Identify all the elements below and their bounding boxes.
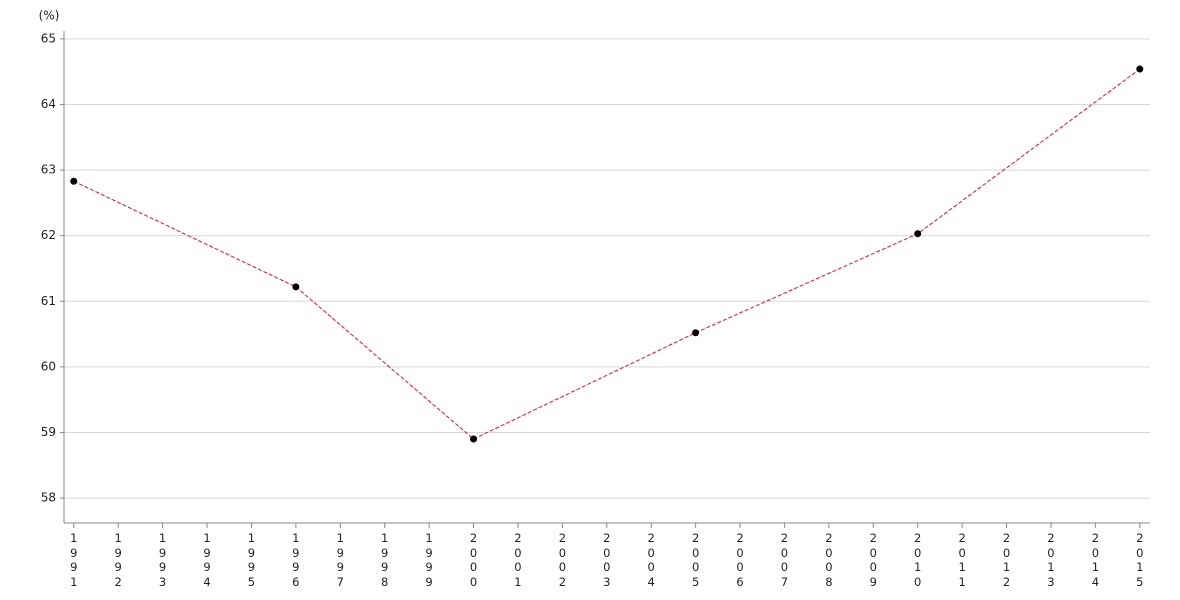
x-tick-label: 1992 — [114, 531, 122, 589]
x-tick-label: 2001 — [514, 531, 522, 589]
x-tick-label: 2006 — [736, 531, 744, 589]
x-tick-label: 1991 — [70, 531, 78, 589]
y-tick-label: 58 — [41, 491, 56, 505]
y-tick-label: 59 — [41, 425, 56, 439]
x-tick-label: 1993 — [158, 531, 167, 589]
x-tick-label: 2002 — [558, 531, 567, 589]
x-tick-label: 2000 — [469, 531, 478, 589]
x-tick-label: 2013 — [1047, 531, 1055, 589]
point — [70, 177, 78, 185]
point — [914, 230, 922, 238]
x-tick-label: 2004 — [647, 531, 655, 589]
y-axis-label: (%) — [39, 9, 60, 23]
x-tick-label: 1996 — [292, 531, 300, 589]
x-tick-label: 2014 — [1091, 531, 1100, 589]
x-tick-label: 2007 — [780, 531, 789, 589]
x-tick-label: 2008 — [825, 531, 833, 589]
x-tick-label: 1999 — [425, 531, 433, 589]
x-tick-label: 2012 — [1002, 531, 1011, 589]
x-tick-label: 1994 — [203, 531, 211, 589]
x-tick-label: 2010 — [914, 531, 922, 589]
x-tick-label: 1998 — [381, 531, 389, 589]
y-tick-label: 65 — [41, 31, 56, 45]
point — [292, 283, 300, 291]
x-tick-label: 2003 — [603, 531, 611, 589]
point — [470, 435, 478, 443]
y-tick-label: 61 — [41, 294, 56, 308]
y-tick-label: 62 — [41, 228, 56, 242]
y-tick-label: 64 — [41, 97, 56, 111]
y-tick-label: 60 — [41, 359, 56, 373]
x-tick-label: 2009 — [869, 531, 877, 589]
x-tick-label: 2005 — [691, 531, 700, 589]
x-tick-label: 2011 — [958, 531, 966, 589]
point — [692, 329, 700, 337]
y-tick-label: 63 — [41, 163, 56, 177]
x-tick-label: 1997 — [336, 531, 344, 589]
point — [1136, 65, 1144, 73]
x-tick-label: 1995 — [247, 531, 256, 589]
x-tick-label: 2015 — [1136, 531, 1144, 589]
line — [73, 68, 1141, 440]
